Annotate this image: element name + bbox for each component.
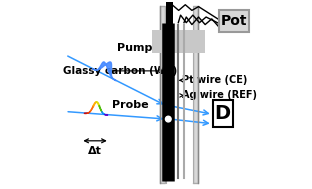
Circle shape	[165, 116, 171, 122]
Bar	[152, 30, 205, 53]
Bar	[166, 2, 173, 25]
Text: Δt: Δt	[88, 146, 102, 156]
Text: Ag wire (REF): Ag wire (REF)	[182, 91, 256, 100]
Bar	[213, 100, 232, 127]
Bar	[193, 6, 197, 183]
Bar	[219, 10, 249, 32]
Text: Glassy carbon (WE): Glassy carbon (WE)	[63, 66, 178, 76]
Text: Probe: Probe	[112, 100, 148, 110]
Bar	[166, 6, 193, 183]
Text: D: D	[215, 104, 231, 123]
Bar	[160, 6, 164, 183]
Text: Pot: Pot	[221, 14, 247, 28]
Text: Pt wire (CE): Pt wire (CE)	[182, 75, 247, 85]
Text: Pump: Pump	[117, 43, 153, 53]
